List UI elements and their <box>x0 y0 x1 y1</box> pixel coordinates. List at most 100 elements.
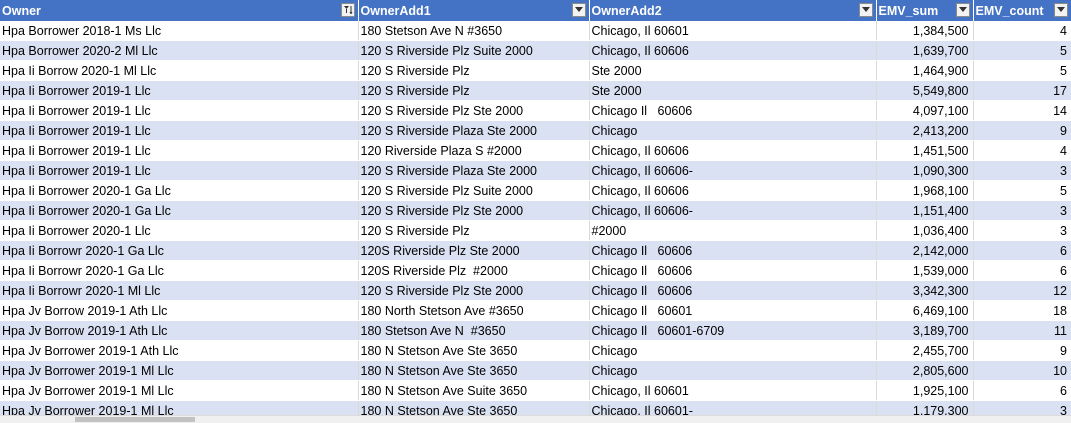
cell-owner[interactable]: Hpa Jv Borrower 2019-1 Ml Llc <box>0 380 359 401</box>
cell-owneradd1[interactable]: 120S Riverside Plz #2000 <box>358 260 590 281</box>
cell-owneradd1[interactable]: 120 S Riverside Plz <box>358 60 590 81</box>
filter-dropdown-icon[interactable] <box>955 3 970 17</box>
cell-emv-count[interactable]: 10 <box>973 360 1071 381</box>
cell-owner[interactable]: Hpa Ii Borrower 2020-1 Ga Llc <box>0 200 359 221</box>
cell-emv-sum[interactable]: 3,189,700 <box>876 320 974 341</box>
cell-owneradd1[interactable]: 120 S Riverside Plaza Ste 2000 <box>358 120 590 141</box>
cell-owneradd1[interactable]: 120 S Riverside Plz Ste 2000 <box>358 200 590 221</box>
cell-owner[interactable]: Hpa Ii Borrower 2020-1 Llc <box>0 220 359 241</box>
cell-owneradd2[interactable]: Chicago, Il 60606 <box>589 180 877 201</box>
cell-emv-count[interactable]: 17 <box>973 80 1071 101</box>
cell-owner[interactable]: Hpa Ii Borrower 2019-1 Llc <box>0 80 359 101</box>
column-header-owneradd1[interactable]: OwnerAdd1 <box>358 0 590 21</box>
cell-owneradd1[interactable]: 180 N Stetson Ave Suite 3650 <box>358 380 590 401</box>
cell-owneradd2[interactable]: Chicago Il 60606 <box>589 240 877 261</box>
cell-emv-sum[interactable]: 2,142,000 <box>876 240 974 261</box>
cell-owner[interactable]: Hpa Ii Borrower 2019-1 Llc <box>0 160 359 181</box>
cell-owneradd1[interactable]: 120 S Riverside Plz Suite 2000 <box>358 40 590 61</box>
cell-emv-sum[interactable]: 2,413,200 <box>876 120 974 141</box>
cell-owner[interactable]: Hpa Ii Borrower 2020-1 Ga Llc <box>0 180 359 201</box>
cell-emv-sum[interactable]: 4,097,100 <box>876 100 974 121</box>
column-header-emv-sum[interactable]: EMV_sum <box>876 0 974 21</box>
cell-emv-count[interactable]: 4 <box>973 21 1071 41</box>
cell-owneradd1[interactable]: 120 S Riverside Plz <box>358 220 590 241</box>
scrollbar-thumb[interactable] <box>75 417 195 422</box>
cell-emv-sum[interactable]: 6,469,100 <box>876 300 974 321</box>
cell-owneradd1[interactable]: 120 Riverside Plaza S #2000 <box>358 140 590 161</box>
cell-owneradd1[interactable]: 120 S Riverside Plz Suite 2000 <box>358 180 590 201</box>
cell-emv-count[interactable]: 11 <box>973 320 1071 341</box>
cell-owneradd1[interactable]: 180 Stetson Ave N #3650 <box>358 21 590 41</box>
cell-owner[interactable]: Hpa Ii Borrower 2019-1 Llc <box>0 140 359 161</box>
cell-owner[interactable]: Hpa Borrower 2020-2 Ml Llc <box>0 40 359 61</box>
cell-emv-sum[interactable]: 3,342,300 <box>876 280 974 301</box>
cell-emv-sum[interactable]: 1,151,400 <box>876 200 974 221</box>
cell-emv-sum[interactable]: 1,384,500 <box>876 21 974 41</box>
cell-emv-count[interactable]: 14 <box>973 100 1071 121</box>
filter-dropdown-icon[interactable] <box>1054 3 1068 17</box>
cell-owneradd2[interactable]: Chicago Il 60606 <box>589 280 877 301</box>
cell-emv-count[interactable]: 4 <box>973 140 1071 161</box>
cell-owneradd1[interactable]: 180 N Stetson Ave Ste 3650 <box>358 360 590 381</box>
cell-owneradd2[interactable]: Chicago, Il 60601 <box>589 380 877 401</box>
cell-emv-count[interactable]: 6 <box>973 260 1071 281</box>
column-header-emv-count[interactable]: EMV_count <box>973 0 1071 21</box>
cell-owneradd1[interactable]: 120 S Riverside Plz <box>358 80 590 101</box>
cell-owneradd1[interactable]: 120S Riverside Plz Ste 2000 <box>358 240 590 261</box>
cell-owneradd2[interactable]: Ste 2000 <box>589 80 877 101</box>
cell-owner[interactable]: Hpa Ii Borrow 2020-1 Ml Llc <box>0 60 359 81</box>
cell-emv-count[interactable]: 6 <box>973 240 1071 261</box>
cell-emv-count[interactable]: 3 <box>973 200 1071 221</box>
cell-owneradd2[interactable]: Chicago Il 60606 <box>589 100 877 121</box>
filter-dropdown-icon[interactable] <box>571 3 586 17</box>
cell-emv-count[interactable]: 6 <box>973 380 1071 401</box>
cell-emv-sum[interactable]: 1,639,700 <box>876 40 974 61</box>
cell-emv-count[interactable]: 5 <box>973 40 1071 61</box>
cell-owneradd2[interactable]: Chicago <box>589 340 877 361</box>
cell-owneradd2[interactable]: Chicago Il 60606 <box>589 260 877 281</box>
cell-owneradd1[interactable]: 120 S Riverside Plz Ste 2000 <box>358 100 590 121</box>
cell-emv-sum[interactable]: 5,549,800 <box>876 80 974 101</box>
column-header-owneradd2[interactable]: OwnerAdd2 <box>589 0 877 21</box>
cell-owner[interactable]: Hpa Ii Borrowr 2020-1 Ga Llc <box>0 260 359 281</box>
cell-emv-sum[interactable]: 1,925,100 <box>876 380 974 401</box>
cell-owner[interactable]: Hpa Ii Borrower 2019-1 Llc <box>0 120 359 141</box>
cell-emv-sum[interactable]: 1,539,000 <box>876 260 974 281</box>
cell-emv-sum[interactable]: 1,036,400 <box>876 220 974 241</box>
cell-owneradd1[interactable]: 120 S Riverside Plaza Ste 2000 <box>358 160 590 181</box>
cell-emv-count[interactable]: 18 <box>973 300 1071 321</box>
cell-emv-count[interactable]: 3 <box>973 220 1071 241</box>
cell-owner[interactable]: Hpa Ii Borrowr 2020-1 Ml Llc <box>0 280 359 301</box>
cell-owneradd1[interactable]: 180 N Stetson Ave Ste 3650 <box>358 340 590 361</box>
filter-dropdown-icon[interactable] <box>858 3 873 17</box>
sort-filter-icon[interactable] <box>340 3 355 17</box>
cell-owneradd2[interactable]: Chicago, Il 60606 <box>589 140 877 161</box>
cell-owneradd1[interactable]: 120 S Riverside Plz Ste 2000 <box>358 280 590 301</box>
horizontal-scrollbar[interactable] <box>0 415 1071 423</box>
cell-emv-sum[interactable]: 1,090,300 <box>876 160 974 181</box>
cell-owner[interactable]: Hpa Ii Borrowr 2020-1 Ga Llc <box>0 240 359 261</box>
cell-emv-sum[interactable]: 2,455,700 <box>876 340 974 361</box>
cell-owneradd2[interactable]: Chicago <box>589 120 877 141</box>
cell-emv-count[interactable]: 3 <box>973 160 1071 181</box>
cell-owneradd2[interactable]: Chicago, Il 60606 <box>589 40 877 61</box>
cell-owneradd2[interactable]: Chicago <box>589 360 877 381</box>
cell-emv-count[interactable]: 5 <box>973 180 1071 201</box>
cell-emv-count[interactable]: 12 <box>973 280 1071 301</box>
cell-owneradd2[interactable]: Chicago, Il 60606- <box>589 200 877 221</box>
cell-owneradd2[interactable]: Chicago Il 60601-6709 <box>589 320 877 341</box>
cell-owneradd1[interactable]: 180 Stetson Ave N #3650 <box>358 320 590 341</box>
cell-owneradd2[interactable]: Chicago, Il 60606- <box>589 160 877 181</box>
cell-emv-count[interactable]: 5 <box>973 60 1071 81</box>
cell-owner[interactable]: Hpa Jv Borrow 2019-1 Ath Llc <box>0 300 359 321</box>
cell-owner[interactable]: Hpa Jv Borrower 2019-1 Ml Llc <box>0 360 359 381</box>
cell-owneradd2[interactable]: Chicago Il 60601 <box>589 300 877 321</box>
cell-emv-count[interactable]: 9 <box>973 340 1071 361</box>
cell-owneradd2[interactable]: #2000 <box>589 220 877 241</box>
cell-emv-sum[interactable]: 2,805,600 <box>876 360 974 381</box>
cell-owner[interactable]: Hpa Jv Borrow 2019-1 Ath Llc <box>0 320 359 341</box>
cell-emv-count[interactable]: 9 <box>973 120 1071 141</box>
cell-owner[interactable]: Hpa Jv Borrower 2019-1 Ath Llc <box>0 340 359 361</box>
cell-emv-sum[interactable]: 1,451,500 <box>876 140 974 161</box>
column-header-owner[interactable]: Owner <box>0 0 359 21</box>
